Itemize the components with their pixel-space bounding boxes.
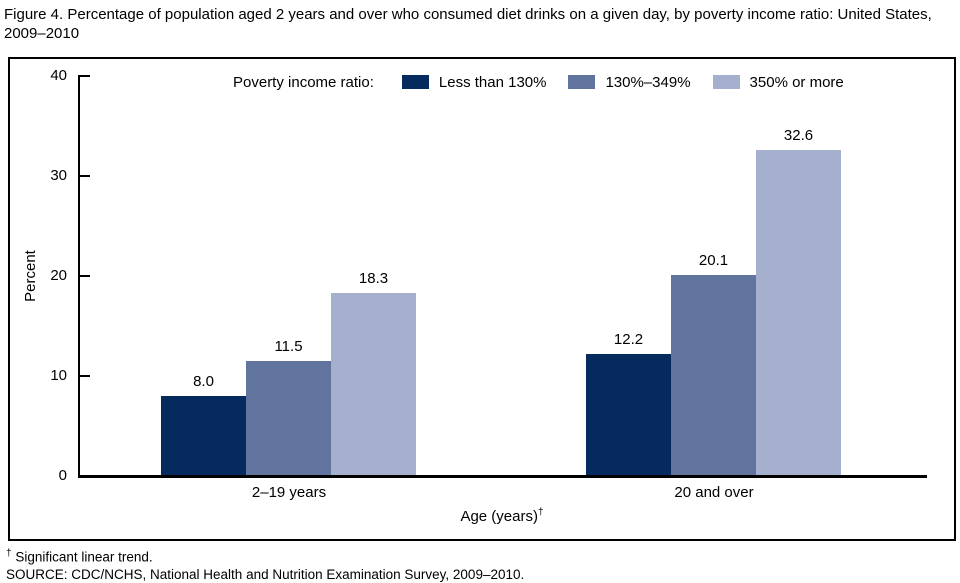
bar bbox=[756, 150, 841, 476]
legend-label: 130%–349% bbox=[605, 73, 691, 91]
bar-value-label: 20.1 bbox=[698, 252, 729, 269]
x-tick-label: 20 and over bbox=[674, 484, 754, 501]
footnote-trend: † Significant linear trend. bbox=[6, 548, 153, 565]
x-axis-title: Age (years)† bbox=[460, 507, 544, 525]
y-tick-mark bbox=[78, 275, 90, 277]
y-tick-label: 20 bbox=[50, 267, 67, 284]
legend-label: Less than 130% bbox=[438, 73, 547, 91]
y-tick-label: 30 bbox=[50, 167, 67, 184]
y-tick-mark bbox=[78, 375, 90, 377]
figure-title: Figure 4. Percentage of population aged … bbox=[4, 6, 932, 42]
footnote-source: SOURCE: CDC/NCHS, National Health and Nu… bbox=[6, 566, 525, 582]
bar bbox=[586, 354, 671, 476]
footnotes: † Significant linear trend. SOURCE: CDC/… bbox=[6, 545, 524, 583]
dagger-symbol: † bbox=[537, 507, 544, 518]
legend-label: 350% or more bbox=[749, 73, 844, 91]
bar bbox=[161, 396, 246, 476]
x-tick-label: 2–19 years bbox=[251, 484, 327, 501]
legend-swatch bbox=[401, 75, 429, 89]
legend-swatch bbox=[712, 75, 740, 89]
bar bbox=[331, 293, 416, 476]
y-axis-line bbox=[78, 76, 80, 478]
y-tick-mark bbox=[78, 75, 90, 77]
legend-title: Poverty income ratio: bbox=[233, 73, 374, 91]
legend-item: Less than 130% bbox=[401, 73, 547, 91]
bar-value-label: 11.5 bbox=[274, 338, 303, 355]
y-tick-label: 0 bbox=[58, 467, 67, 484]
dagger-symbol: † bbox=[6, 548, 12, 559]
legend: Poverty income ratio: Less than 130% 130… bbox=[233, 71, 844, 93]
y-tick-mark bbox=[78, 175, 90, 177]
legend-item: 130%–349% bbox=[568, 73, 691, 91]
bar-value-label: 18.3 bbox=[358, 270, 389, 287]
bar bbox=[246, 361, 331, 476]
bar-value-label: 32.6 bbox=[783, 127, 814, 144]
legend-item: 350% or more bbox=[712, 73, 844, 91]
bar-value-label: 12.2 bbox=[613, 331, 644, 348]
y-tick-label: 40 bbox=[50, 67, 67, 84]
chart-area: Poverty income ratio: Less than 130% 130… bbox=[8, 57, 956, 541]
x-axis-line bbox=[78, 475, 927, 478]
bar-value-label: 8.0 bbox=[193, 373, 214, 390]
bar bbox=[671, 275, 756, 476]
y-tick-label: 10 bbox=[50, 367, 67, 384]
legend-swatch bbox=[568, 75, 596, 89]
